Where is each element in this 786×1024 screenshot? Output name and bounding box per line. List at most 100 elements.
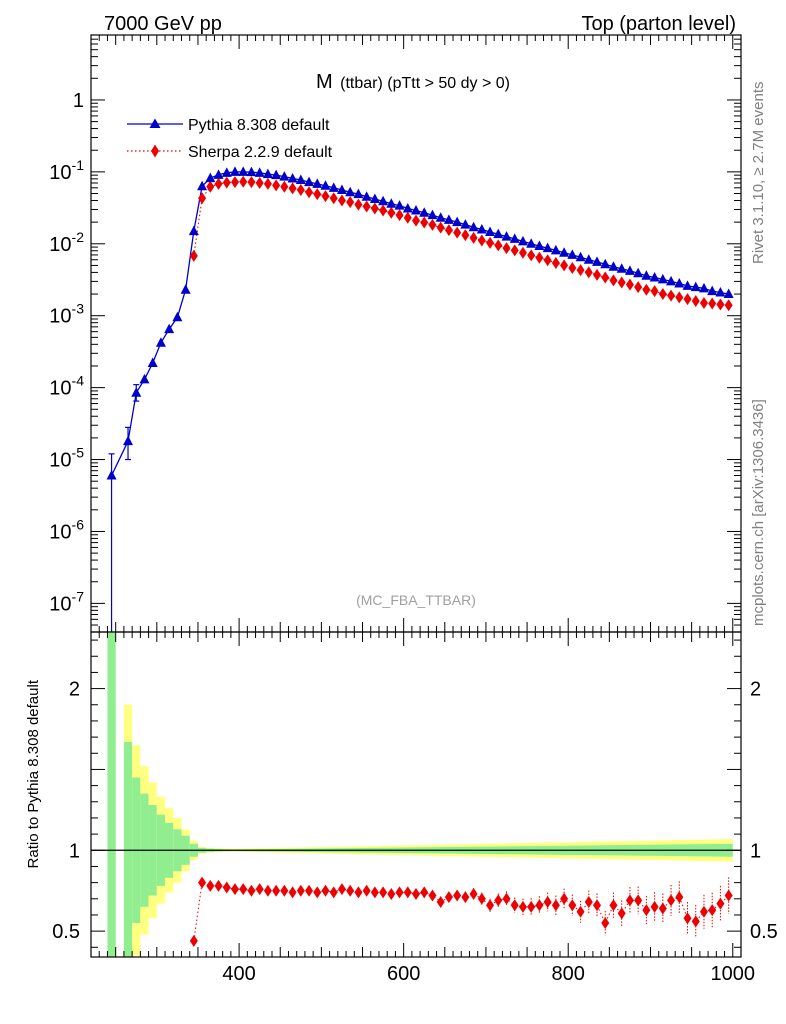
sherpa-point [699, 297, 708, 310]
pythia-point [106, 469, 117, 480]
mcplots-label: mcplots.cern.ch [arXiv:1306.3436] [750, 399, 767, 626]
ratio-point [560, 892, 569, 905]
ratio-point [305, 884, 314, 897]
pythia-point [147, 357, 158, 367]
sherpa-point [724, 299, 733, 312]
sherpa-point [214, 177, 223, 190]
uncertainty-band-inner [107, 632, 116, 957]
sherpa-point [444, 224, 453, 237]
sherpa-point [263, 177, 272, 190]
pythia-point [666, 275, 677, 286]
pythia-point [205, 172, 216, 183]
main-plot-content [106, 166, 734, 632]
ratio-y-tick-label-right: 2 [750, 679, 761, 701]
ratio-plot-axes [91, 632, 741, 957]
sherpa-point [461, 229, 470, 242]
sherpa-point [403, 211, 412, 224]
ratio-point [543, 896, 552, 909]
pythia-point [616, 263, 627, 273]
pythia-point [131, 387, 142, 397]
sherpa-line [193, 181, 729, 306]
legend: Pythia 8.308 default Sherpa 2.2.9 defaul… [127, 117, 333, 161]
ratio-point [658, 902, 667, 915]
pythia-point [550, 244, 561, 255]
y-tick-label-exponent: -4 [72, 373, 85, 389]
ratio-plot-frame [90, 631, 742, 958]
sherpa-point [206, 180, 215, 193]
pythia-point [674, 278, 685, 288]
sherpa-point [667, 289, 676, 302]
sherpa-point [518, 246, 527, 259]
pythia-point [707, 285, 718, 296]
pythia-line [111, 171, 729, 476]
sherpa-point [222, 176, 231, 189]
pythia-point [221, 167, 232, 177]
ratio-point [667, 894, 676, 907]
pythia-point [328, 182, 339, 192]
sherpa-point [230, 176, 239, 189]
ratio-point [675, 891, 684, 904]
x-tick-label: 400 [222, 963, 255, 985]
ratio-point [412, 887, 420, 900]
ratio-point [486, 899, 495, 912]
y-tick-label-exponent: -5 [72, 445, 85, 461]
sherpa-point [716, 298, 725, 311]
pythia-point [633, 267, 644, 278]
ratio-point [272, 884, 281, 897]
ratio-point [650, 900, 659, 913]
pythia-point [443, 214, 454, 224]
ratio-point [313, 886, 322, 899]
pythia-point [229, 166, 240, 176]
ratio-point [469, 887, 478, 900]
ratio-point [708, 904, 717, 917]
sherpa-point [691, 295, 700, 308]
ratio-y-tick-label-right: 0.5 [750, 921, 778, 943]
sherpa-point [642, 283, 651, 296]
sherpa-point [412, 214, 420, 227]
ratio-point [255, 883, 264, 896]
ratio-point [699, 905, 708, 918]
pythia-point [271, 169, 282, 180]
y-tick-label: 10-7 [49, 588, 84, 615]
ratio-point [346, 884, 355, 897]
pythia-point [353, 188, 364, 199]
sherpa-point [321, 190, 330, 203]
plot-title: M (ttbar) (pTtt > 50 dy > 0) [316, 71, 510, 93]
ratio-point [206, 879, 215, 892]
sherpa-point [494, 239, 503, 252]
ratio-point [716, 897, 725, 910]
plot-title-sub: (ttbar) (pTtt > 50 dy > 0) [340, 75, 510, 92]
legend-sherpa-label: Sherpa 2.2.9 default [188, 144, 333, 161]
rivet-label: Rivet 3.1.10, ≥ 2.7M events [750, 82, 767, 265]
ratio-y-tick-label: 1 [69, 840, 80, 862]
ratio-plot-panel: 0.5 0.5 1 1 2 2 400 600 800 1000 Ratio to Pythia … [25, 631, 778, 985]
ratio-point [428, 889, 437, 902]
sherpa-point [379, 204, 388, 217]
y-tick-label-exponent: -2 [72, 229, 85, 245]
ratio-point [477, 892, 486, 905]
ratio-point [634, 894, 643, 907]
pythia-point [254, 167, 265, 177]
y-tick-label: 10-2 [49, 229, 84, 256]
ratio-point [239, 883, 248, 896]
ratio-point [444, 891, 453, 904]
pythia-point [320, 180, 331, 190]
main-y-tick-labels: 10-710-610-510-410-310-210-11 [49, 90, 84, 615]
ratio-point [527, 900, 536, 913]
sherpa-point [387, 206, 396, 219]
ratio-point [387, 887, 396, 900]
plot-title-main: M [316, 71, 333, 93]
sherpa-point [272, 179, 281, 192]
legend-entry-sherpa: Sherpa 2.2.9 default [127, 144, 333, 161]
ratio-point [642, 904, 651, 917]
pythia-point [600, 258, 611, 269]
pythia-point [575, 251, 586, 262]
sherpa-point [601, 271, 610, 284]
pythia-point [452, 216, 463, 227]
sherpa-point [527, 249, 536, 262]
ratio-point [453, 889, 462, 902]
ratio-point [568, 899, 577, 912]
pythia-point [476, 223, 487, 234]
pythia-point [188, 225, 199, 236]
sherpa-point [280, 180, 289, 193]
